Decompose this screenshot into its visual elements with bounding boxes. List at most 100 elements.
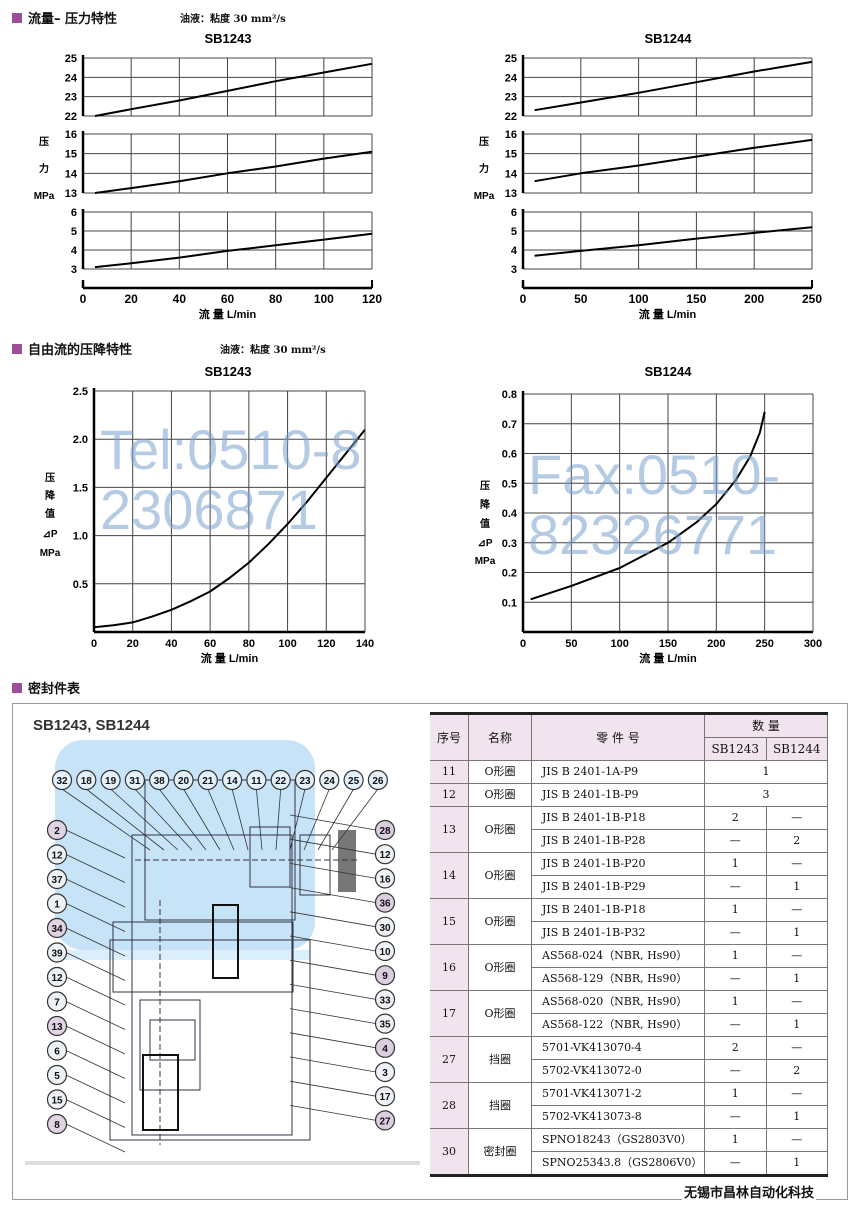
- cell-name: O形圈: [468, 990, 532, 1037]
- callout-leader: [86, 788, 165, 851]
- header-no: 序号: [430, 713, 469, 761]
- callout-leader: [65, 976, 126, 1006]
- callout-circle: [374, 1013, 396, 1034]
- callout-circle: [76, 769, 97, 791]
- y-tick-label: 25: [65, 53, 77, 65]
- y-axis-label: MPa: [40, 548, 61, 559]
- table-row: AS568-122（NBR, Hs90） —1: [430, 1013, 828, 1037]
- cell-qty-sb1244: —: [766, 806, 828, 830]
- cell-qty-sb1244: 2: [766, 1059, 828, 1083]
- cell-part: SPNO18243（GS2803V0）: [531, 1128, 705, 1152]
- cell-qty-sb1243: —: [704, 1105, 767, 1129]
- y-tick-label: 3: [511, 264, 517, 276]
- callout-circle: [46, 966, 68, 988]
- callout-number: 36: [379, 899, 391, 910]
- series-line: [94, 62, 373, 117]
- callout-leader: [65, 1074, 126, 1104]
- x-tick-label: 120: [317, 638, 335, 650]
- callout-number: 12: [379, 850, 391, 861]
- x-tick-label: 100: [278, 638, 296, 650]
- table-row: 12 O形圈 JIS B 2401-1B-P9 3: [430, 783, 828, 807]
- callout-leader: [289, 959, 377, 976]
- y-tick-label: 0.7: [502, 419, 517, 431]
- callout-number: 33: [379, 995, 391, 1006]
- callout-circle: [173, 769, 194, 791]
- cell-part: AS568-129（NBR, Hs90）: [531, 967, 705, 991]
- callout-circle: [46, 819, 68, 841]
- callout-number: 21: [202, 776, 214, 787]
- callout-circle: [374, 1086, 396, 1107]
- header-name: 名称: [468, 713, 532, 761]
- cell-part: JIS B 2401-1A-P9: [531, 760, 705, 784]
- callout-circle: [294, 769, 316, 791]
- header-part: 零 件 号: [531, 713, 705, 761]
- cell-part: JIS B 2401-1B-P9: [531, 783, 705, 807]
- cell-no: 12: [430, 783, 469, 807]
- y-tick-label: 6: [511, 207, 517, 219]
- y-axis-label: 压: [39, 136, 49, 148]
- y-tick-label: 16: [65, 129, 77, 141]
- callout-number: 25: [348, 776, 360, 787]
- callout-circle: [374, 1061, 396, 1083]
- callout-number: 19: [105, 776, 117, 787]
- oil-note: 油液：粘度 30 mm²/s: [180, 14, 286, 25]
- y-axis-label: 力: [39, 162, 49, 175]
- x-tick-label: 250: [755, 638, 773, 650]
- cell-name: O形圈: [468, 760, 532, 784]
- cell-qty-sb1243: —: [704, 875, 767, 899]
- y-tick-label: 22: [65, 111, 77, 123]
- chart-title: SB1243: [205, 364, 252, 379]
- x-tick-label: 60: [221, 292, 235, 306]
- y-tick-label: 0.5: [73, 579, 88, 591]
- y-tick-label: 24: [505, 72, 518, 84]
- y-axis-label: ⊿P: [477, 538, 492, 549]
- y-tick-label: 0.5: [502, 478, 517, 490]
- cell-no: 30: [430, 1128, 469, 1176]
- callout-number: 13: [51, 1022, 63, 1033]
- callout-circle: [374, 892, 396, 913]
- callout-circle: [46, 893, 68, 914]
- series-line: [93, 428, 366, 629]
- callout-number: 27: [379, 1116, 391, 1127]
- y-axis-label: MPa: [474, 191, 495, 202]
- diagram-spring: [142, 1054, 179, 1131]
- callout-leader: [65, 829, 126, 859]
- table-row: 14 O形圈 JIS B 2401-1B-P20 1—: [430, 852, 828, 899]
- series-line: [94, 150, 373, 194]
- x-axis-label: 流 量 L/min: [199, 307, 257, 321]
- callout-leader: [289, 1008, 377, 1024]
- y-axis-label: 降: [480, 498, 491, 511]
- callout-number: 16: [379, 874, 391, 885]
- cell-no: 13: [430, 806, 469, 853]
- table-row: 16 O形圈 AS568-024（NBR, Hs90） 1—: [430, 944, 828, 991]
- chart-0: SB1243 压力 MPa 流 量 L/min 22 23 24 25 13 14 15 16 3 4 5 6…: [34, 31, 383, 321]
- cell-qty: 3: [704, 783, 828, 807]
- x-tick-label: 140: [356, 638, 374, 650]
- section-header-free-flow: 自由流的压降特性: [12, 339, 132, 358]
- cell-qty-sb1244: —: [766, 990, 828, 1014]
- x-tick-label: 80: [269, 292, 283, 306]
- y-axis-label: 力: [479, 162, 489, 175]
- cell-qty-sb1243: 1: [704, 1128, 767, 1152]
- callout-number: 1: [54, 900, 60, 911]
- callout-number: 12: [51, 973, 63, 984]
- cell-qty-sb1243: 1: [704, 1082, 767, 1106]
- cell-part: JIS B 2401-1B-P28: [531, 829, 705, 853]
- callout-leader: [110, 788, 179, 851]
- cell-name: O形圈: [468, 898, 532, 945]
- x-tick-label: 0: [80, 292, 87, 306]
- y-tick-label: 13: [505, 188, 517, 200]
- x-tick-label: 50: [574, 292, 588, 306]
- callout-circle: [46, 1040, 68, 1061]
- header-sb1243: SB1243: [704, 737, 767, 761]
- callout-leader: [256, 788, 263, 851]
- callout-number: 38: [154, 776, 166, 787]
- callout-circle: [222, 769, 243, 791]
- callout-number: 28: [379, 826, 391, 837]
- cell-qty-sb1243: 1: [704, 990, 767, 1014]
- table-row: SPNO25343.8（GS2806V0） —1: [430, 1151, 828, 1176]
- callout-leader: [289, 863, 377, 879]
- cell-qty-sb1243: 2: [704, 806, 767, 830]
- callout-number: 2: [54, 826, 60, 837]
